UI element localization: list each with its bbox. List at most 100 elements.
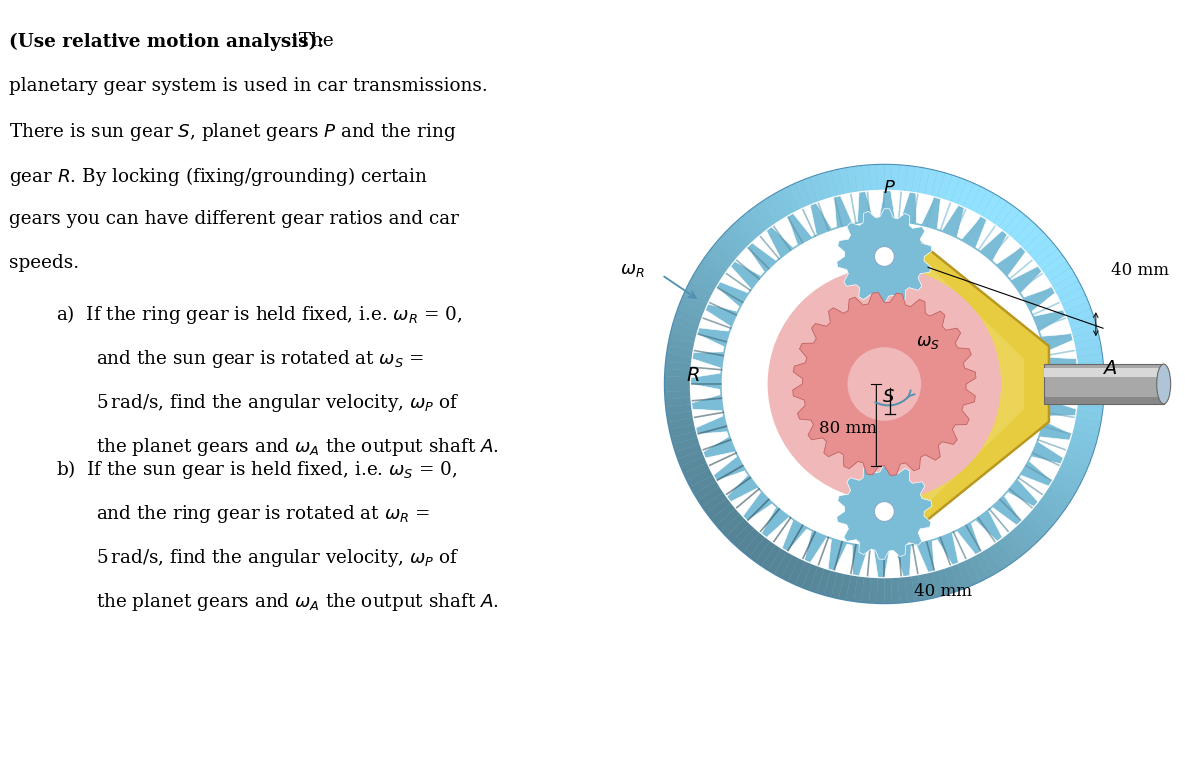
Wedge shape	[986, 198, 1007, 225]
Wedge shape	[680, 294, 708, 312]
Wedge shape	[680, 456, 708, 473]
Wedge shape	[666, 354, 694, 364]
Wedge shape	[1075, 404, 1103, 414]
Wedge shape	[950, 178, 966, 206]
Wedge shape	[667, 411, 695, 422]
Wedge shape	[743, 211, 766, 237]
Circle shape	[900, 498, 911, 509]
Wedge shape	[1075, 354, 1103, 364]
Wedge shape	[1061, 456, 1088, 473]
Wedge shape	[668, 417, 696, 430]
Wedge shape	[1068, 317, 1096, 331]
Text: (Use relative motion analysis):: (Use relative motion analysis):	[10, 33, 324, 51]
Wedge shape	[1072, 424, 1099, 437]
Wedge shape	[1057, 288, 1085, 306]
Polygon shape	[793, 292, 976, 475]
Bar	[877, 241, 892, 272]
Wedge shape	[1069, 430, 1097, 445]
Bar	[1044, 368, 1164, 377]
Wedge shape	[768, 194, 788, 221]
Wedge shape	[997, 206, 1020, 232]
Wedge shape	[809, 175, 824, 203]
Wedge shape	[684, 288, 712, 306]
Bar	[877, 496, 892, 527]
Wedge shape	[853, 575, 864, 602]
Wedge shape	[726, 518, 750, 542]
Wedge shape	[1008, 527, 1031, 552]
Wedge shape	[671, 323, 700, 338]
Wedge shape	[1036, 497, 1062, 519]
Wedge shape	[678, 450, 706, 466]
Wedge shape	[1076, 384, 1104, 392]
Polygon shape	[860, 228, 1049, 540]
Polygon shape	[836, 209, 932, 304]
Wedge shape	[768, 547, 788, 574]
Wedge shape	[716, 508, 742, 531]
Wedge shape	[666, 404, 694, 414]
Wedge shape	[1032, 502, 1057, 525]
Text: 40 mm: 40 mm	[914, 583, 972, 600]
Circle shape	[875, 502, 894, 521]
Circle shape	[721, 222, 1046, 546]
Wedge shape	[911, 167, 923, 194]
Text: the planet gears and $\omega_A$ the output shaft $A$.: the planet gears and $\omega_A$ the outp…	[96, 436, 499, 458]
Wedge shape	[716, 238, 742, 260]
Wedge shape	[732, 221, 756, 246]
Wedge shape	[665, 398, 692, 407]
Wedge shape	[665, 384, 692, 392]
Wedge shape	[980, 547, 1001, 574]
Wedge shape	[905, 575, 914, 602]
Wedge shape	[788, 184, 806, 211]
Wedge shape	[877, 165, 884, 192]
Wedge shape	[698, 261, 725, 282]
Wedge shape	[695, 268, 721, 288]
Wedge shape	[755, 202, 776, 228]
Text: speeds.: speeds.	[10, 254, 79, 272]
Circle shape	[690, 190, 1079, 578]
Wedge shape	[688, 468, 714, 487]
Wedge shape	[846, 167, 858, 194]
Wedge shape	[1003, 211, 1026, 237]
Wedge shape	[671, 430, 700, 445]
Wedge shape	[937, 567, 952, 595]
Wedge shape	[931, 172, 944, 199]
Wedge shape	[698, 486, 725, 506]
Wedge shape	[992, 202, 1013, 228]
Wedge shape	[1008, 216, 1031, 241]
Wedge shape	[980, 194, 1001, 221]
Wedge shape	[862, 165, 871, 193]
Text: gears you can have different gear ratios and car: gears you can have different gear ratios…	[10, 209, 460, 228]
Wedge shape	[877, 576, 884, 603]
Wedge shape	[670, 424, 697, 437]
Wedge shape	[962, 184, 980, 211]
Text: $\omega_R$: $\omega_R$	[620, 261, 644, 279]
Wedge shape	[1027, 238, 1052, 260]
Wedge shape	[774, 550, 794, 578]
Text: $S$: $S$	[882, 388, 895, 406]
Text: 5$\,$rad/s, find the angular velocity, $\omega_P$ of: 5$\,$rad/s, find the angular velocity, $…	[96, 392, 460, 414]
Wedge shape	[712, 502, 737, 525]
Wedge shape	[997, 536, 1020, 562]
Wedge shape	[944, 175, 960, 203]
Wedge shape	[1073, 417, 1100, 430]
Wedge shape	[774, 191, 794, 217]
Wedge shape	[1055, 281, 1081, 300]
Wedge shape	[684, 462, 712, 480]
Text: the planet gears and $\omega_A$ the output shaft $A$.: the planet gears and $\omega_A$ the outp…	[96, 591, 499, 613]
Wedge shape	[869, 576, 877, 603]
Text: planetary gear system is used in car transmissions.: planetary gear system is used in car tra…	[10, 77, 488, 95]
Text: The: The	[293, 33, 334, 50]
Wedge shape	[824, 172, 838, 199]
Circle shape	[896, 256, 914, 273]
Wedge shape	[1048, 480, 1074, 500]
Text: 5$\,$rad/s, find the angular velocity, $\omega_P$ of: 5$\,$rad/s, find the angular velocity, $…	[96, 547, 460, 569]
Wedge shape	[732, 522, 756, 547]
Wedge shape	[1055, 468, 1081, 487]
Text: gear $R$. By locking (fixing/grounding) certain: gear $R$. By locking (fixing/grounding) …	[10, 165, 428, 188]
Wedge shape	[956, 559, 973, 587]
Wedge shape	[905, 166, 914, 194]
Wedge shape	[1076, 376, 1104, 384]
Wedge shape	[762, 543, 782, 570]
Bar	[1044, 397, 1164, 404]
Wedge shape	[1022, 231, 1048, 255]
